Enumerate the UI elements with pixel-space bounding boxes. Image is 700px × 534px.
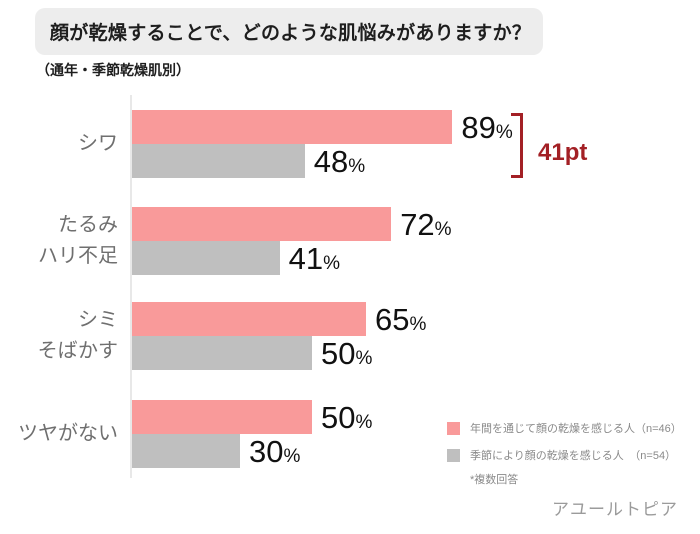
category-label: ツヤがない	[18, 422, 118, 445]
category-label: シミ そばかす	[37, 309, 118, 362]
bar-annual	[132, 110, 453, 144]
legend-label: 年間を通じて顔の乾燥を感じる人（n=46）	[470, 423, 682, 435]
category-label: シワ	[78, 132, 118, 155]
bar-group-wrinkles: シワ 89% 48%	[0, 110, 700, 178]
bar-row-annual: 89%	[132, 110, 513, 144]
chart-title: 顔が乾燥することで、どのような肌悩みがありますか？	[50, 23, 532, 44]
difference-bracket	[511, 113, 523, 178]
value-label: 65%	[375, 301, 427, 337]
bar-seasonal	[132, 336, 312, 370]
chart-subtitle: （通年・季節乾燥肌別）	[36, 62, 190, 78]
legend-item-seasonal: 季節により顔の乾燥を感じる人 （n=54）	[447, 447, 682, 463]
bar-row-seasonal: 50%	[132, 336, 426, 370]
chart-title-box: 顔が乾燥することで、どのような肌悩みがありますか？	[35, 8, 543, 55]
bar-group-sagging: たるみ ハリ不足 72% 41%	[0, 207, 700, 275]
bar-annual	[132, 302, 366, 336]
legend-item-annual: 年間を通じて顔の乾燥を感じる人（n=46）	[447, 420, 682, 436]
bar-group-no-glow: ツヤがない 50% 30%	[0, 400, 700, 468]
multiple-answers-footnote: *複数回答	[470, 474, 519, 486]
bar-row-seasonal: 41%	[132, 241, 452, 275]
bar-row-annual: 65%	[132, 302, 426, 336]
bar-row-seasonal: 30%	[132, 434, 372, 468]
legend-label: 季節により顔の乾燥を感じる人 （n=54）	[470, 450, 677, 462]
legend: 年間を通じて顔の乾燥を感じる人（n=46） 季節により顔の乾燥を感じる人 （n=…	[447, 420, 682, 474]
bar-seasonal	[132, 434, 240, 468]
value-label: 50%	[321, 399, 373, 435]
bar-row-annual: 72%	[132, 207, 452, 241]
category-label: たるみ ハリ不足	[38, 214, 118, 267]
bar-seasonal	[132, 144, 305, 178]
brand-credit: アユールトピア	[552, 500, 678, 519]
legend-swatch-gray	[447, 448, 460, 462]
value-label: 50%	[321, 335, 373, 371]
bar-seasonal	[132, 241, 280, 275]
value-label: 30%	[249, 433, 301, 469]
value-label: 41%	[288, 240, 340, 276]
difference-annotation: 41pt	[538, 139, 588, 166]
bar-annual	[132, 400, 312, 434]
legend-swatch-pink	[447, 421, 460, 435]
y-axis-line	[130, 95, 132, 478]
bar-row-annual: 50%	[132, 400, 372, 434]
value-label: 72%	[400, 206, 452, 242]
bar-group-spots: シミ そばかす 65% 50%	[0, 302, 700, 370]
bar-row-seasonal: 48%	[132, 144, 513, 178]
value-label: 48%	[313, 143, 366, 179]
value-label: 89%	[461, 109, 513, 145]
bar-annual	[132, 207, 392, 241]
